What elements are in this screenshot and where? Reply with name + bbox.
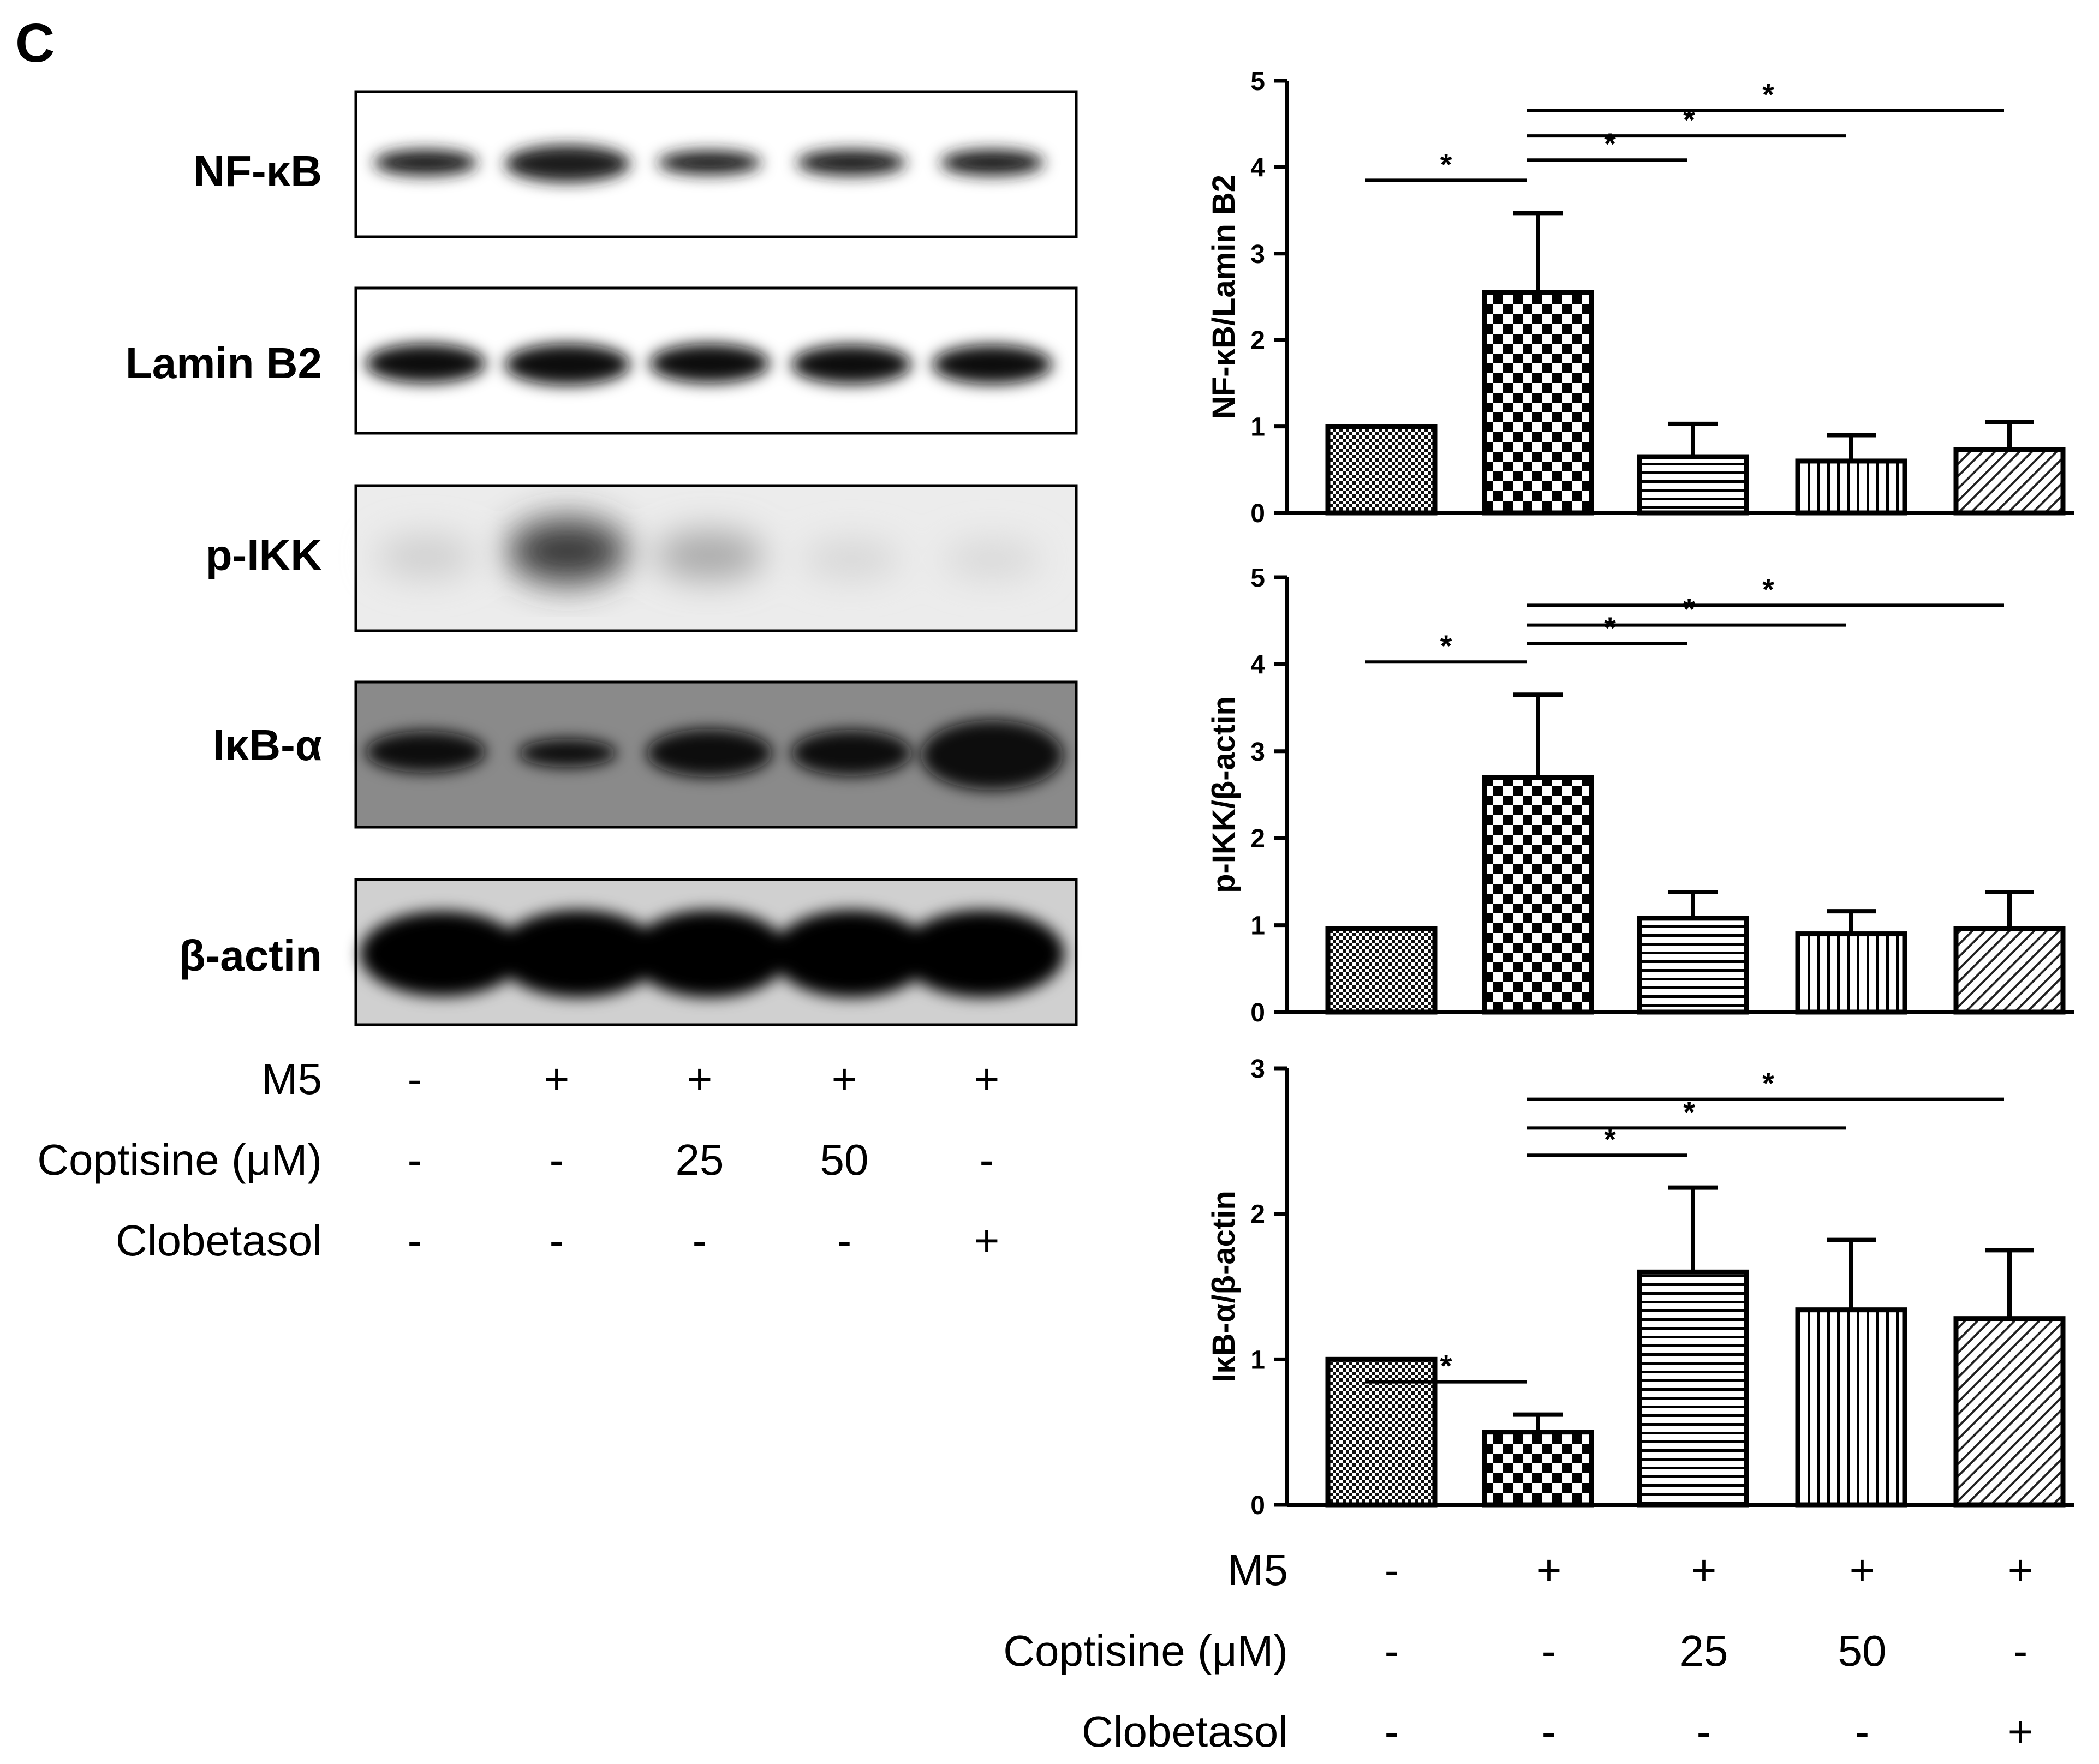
cond-label-coptisine: Coptisine (μM) <box>37 1135 322 1184</box>
bar <box>1325 926 1438 1015</box>
chart-cond-label-clobetasol: Clobetasol <box>1081 1707 1288 1756</box>
bar <box>1795 931 1907 1015</box>
bar <box>1795 458 1907 516</box>
y-tick-label: 3 <box>1250 1055 1265 1084</box>
significance-star: * <box>1440 1349 1452 1383</box>
chart-cond-label-m5: M5 <box>1227 1546 1288 1594</box>
bar <box>1795 1307 1907 1508</box>
chart-cond-value: - <box>1541 1627 1557 1675</box>
y-tick-label: 0 <box>1250 1491 1265 1520</box>
bar-chart-2: 0 1 2 3 4 5 p-IKK/β-actin * * * * <box>1206 564 2074 1027</box>
y-axis-label: NF-κB/Lamin B2 <box>1206 175 1242 419</box>
chart-cond-value: + <box>1536 1546 1562 1594</box>
cond-value: 25 <box>675 1135 724 1184</box>
y-tick-label: 3 <box>1250 738 1265 767</box>
significance-star: * <box>1762 572 1774 606</box>
y-tick-label: 1 <box>1250 1346 1265 1374</box>
chart-cond-value: - <box>2013 1627 2028 1675</box>
y-tick-label: 5 <box>1250 564 1265 593</box>
y-tick-label: 0 <box>1250 998 1265 1027</box>
cond-label-m5: M5 <box>261 1055 322 1103</box>
y-tick-label: 1 <box>1250 413 1265 442</box>
bar <box>1325 1356 1438 1508</box>
bar <box>1953 1316 2066 1508</box>
blot-strip-ikba <box>354 680 1078 829</box>
cond-value: 50 <box>820 1135 869 1184</box>
significance-star: * <box>1604 611 1616 645</box>
cond-value: + <box>687 1055 713 1103</box>
cond-value: - <box>549 1216 564 1265</box>
y-tick-label: 2 <box>1250 1200 1265 1229</box>
cond-value: - <box>692 1216 707 1265</box>
y-tick-label: 0 <box>1250 499 1265 528</box>
chart-cond-value: 50 <box>1838 1627 1887 1675</box>
bar-chart-3: 0 1 2 3 IκB-α/β-actin * * * * <box>1206 1055 2074 1520</box>
significance-star: * <box>1762 77 1774 112</box>
chart-cond-value: - <box>1384 1546 1399 1594</box>
bar <box>1482 775 1594 1015</box>
cond-value: - <box>837 1216 852 1265</box>
western-blot <box>354 90 1078 1026</box>
chart-cond-value: - <box>1384 1707 1399 1756</box>
blot-label-ikba: IκB-α <box>212 721 322 769</box>
cond-value: - <box>407 1135 422 1184</box>
bar <box>1482 1430 1594 1508</box>
chart-cond-value: 25 <box>1679 1627 1728 1675</box>
significance-star: * <box>1683 1095 1695 1129</box>
blot-strip-lamin <box>354 286 1078 435</box>
y-tick-label: 4 <box>1250 650 1265 679</box>
bar-chart-1: 0 1 2 3 4 5 NF-κB/Lamin B2 * * * * <box>1206 67 2074 528</box>
chart-cond-value: - <box>1384 1627 1399 1675</box>
cond-value: + <box>831 1055 857 1103</box>
y-tick-label: 4 <box>1250 153 1265 182</box>
bar <box>1325 424 1438 516</box>
y-tick-label: 2 <box>1250 326 1265 355</box>
blot-label-pikk: p-IKK <box>205 531 322 579</box>
significance-star: * <box>1762 1066 1774 1101</box>
bar <box>1953 447 2066 516</box>
chart-cond-value: - <box>1854 1707 1870 1756</box>
cond-value: - <box>549 1135 564 1184</box>
cond-value: + <box>974 1216 1000 1265</box>
chart-cond-label-coptisine: Coptisine (μM) <box>1003 1627 1288 1675</box>
chart-cond-value: + <box>1849 1546 1875 1594</box>
cond-value: - <box>979 1135 994 1184</box>
chart-cond-value: + <box>2007 1707 2034 1756</box>
chart-cond-value: - <box>1541 1707 1557 1756</box>
cond-value: - <box>407 1055 422 1103</box>
blot-label-nfkb: NF-κB <box>193 147 322 195</box>
significance-star: * <box>1440 629 1452 663</box>
cond-value: + <box>974 1055 1000 1103</box>
bar <box>1953 926 2066 1015</box>
blot-label-bactin: β-actin <box>178 931 322 980</box>
y-axis-label: p-IKK/β-actin <box>1206 696 1242 893</box>
significance-star: * <box>1683 592 1695 626</box>
cond-value: + <box>544 1055 570 1103</box>
y-axis-label: IκB-α/β-actin <box>1206 1191 1242 1383</box>
significance-star: * <box>1604 1122 1616 1156</box>
bar <box>1482 290 1594 516</box>
chart-cond-value: + <box>1691 1546 1717 1594</box>
significance-star: * <box>1683 103 1695 137</box>
y-tick-label: 3 <box>1250 240 1265 269</box>
bar <box>1637 1269 1749 1508</box>
y-tick-label: 2 <box>1250 824 1265 853</box>
bar <box>1637 916 1749 1015</box>
chart-cond-value: + <box>2007 1546 2034 1594</box>
panel-letter: C <box>15 13 55 74</box>
significance-star: * <box>1604 127 1616 161</box>
cond-label-clobetasol: Clobetasol <box>115 1216 322 1265</box>
y-tick-label: 1 <box>1250 912 1265 941</box>
significance-star: * <box>1440 147 1452 181</box>
bar <box>1637 454 1749 516</box>
chart-cond-value: - <box>1696 1707 1712 1756</box>
cond-value: - <box>407 1216 422 1265</box>
blot-strip-nfkb <box>354 90 1078 238</box>
blot-label-lamin: Lamin B2 <box>125 339 322 387</box>
blot-strip-bactin <box>354 878 1078 1026</box>
blot-strip-pikk <box>354 484 1078 632</box>
y-tick-label: 5 <box>1250 67 1265 96</box>
